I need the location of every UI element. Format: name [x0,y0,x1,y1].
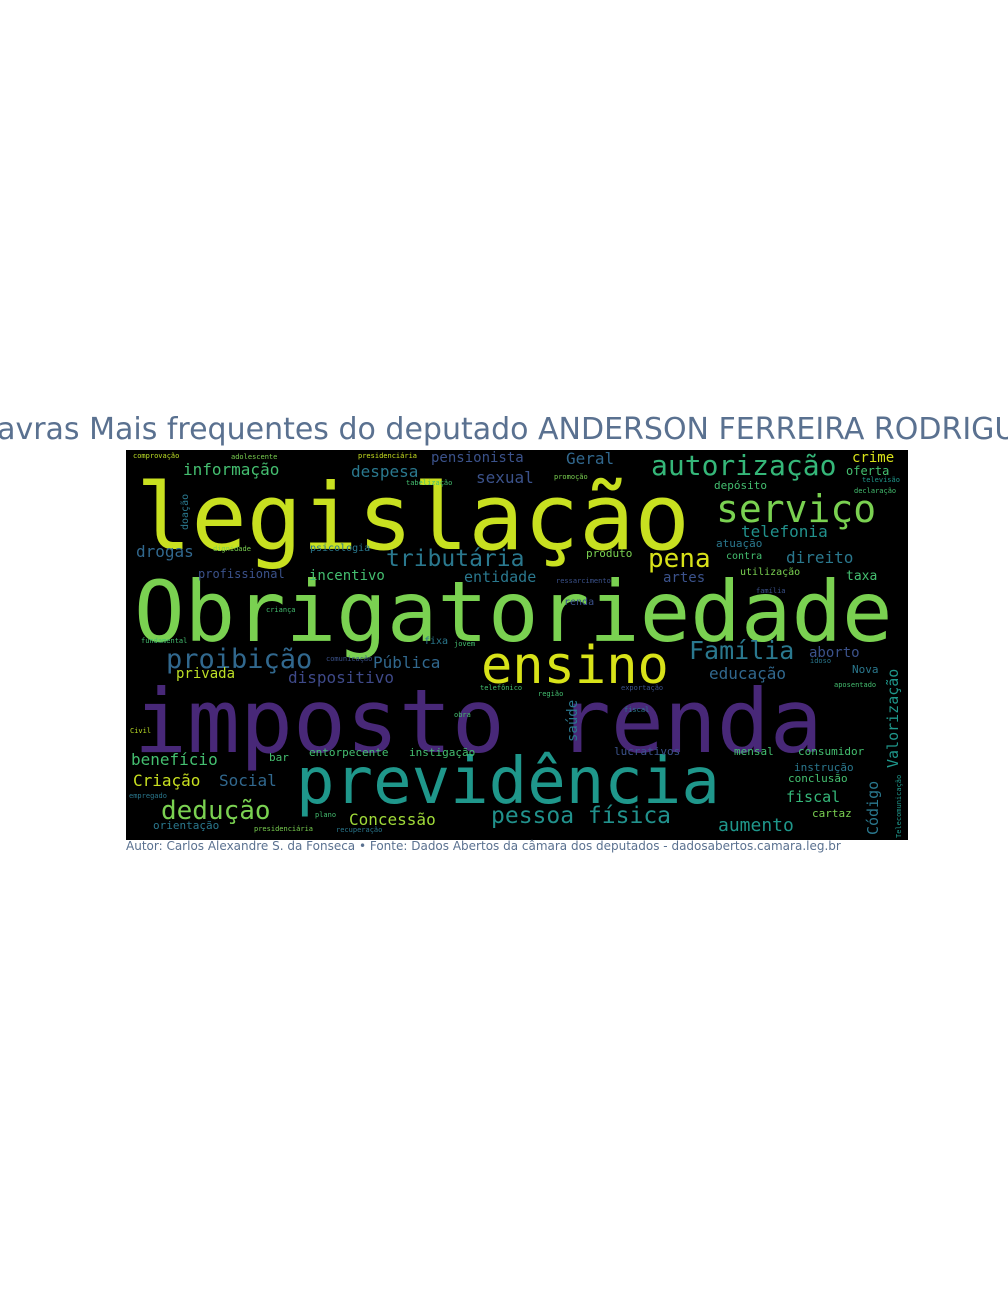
word-previdencia: previdência [296,745,720,819]
word-deposito: depósito [714,479,767,492]
word-drogas: drogas [136,542,194,561]
word-ensino: ensino [481,636,669,696]
word-bar: bar [269,751,289,764]
word-exportacao: exportação [621,684,664,692]
word-fiscal-small: fiscal [624,706,650,714]
word-presidenciaria: presidenciária [358,452,418,460]
word-nova: Nova [852,663,879,676]
word-doacao: doação [180,493,191,530]
word-imposto-renda: imposto renda [134,670,823,773]
word-pessoa-fisica: pessoa física [491,803,672,829]
word-proibicao: proibição [166,644,313,675]
word-telefonia: telefonia [741,522,828,541]
word-saude: saúde [565,699,581,742]
word-instrucao: instrução [794,761,854,774]
word-comunicacao: comunicação [326,655,373,663]
word-promocao: promoção [554,473,588,481]
word-educacao: educação [709,664,787,683]
word-geral: Geral [566,450,615,468]
word-jovem: jovem [454,640,476,648]
word-regiao: região [538,690,564,698]
credit-caption: Autor: Carlos Alexandre S. da Fonseca • … [126,839,841,853]
word-empregado: empregado [129,792,167,800]
word-instigacao: instigação [409,746,476,759]
word-fiscal: fiscal [786,788,841,806]
word-produto: produto [586,547,633,560]
word-cartaz: cartaz [812,807,852,820]
word-telecomunicacao: Telecomunicação [895,774,903,838]
word-profissional: profissional [198,567,285,581]
word-recuperacao: recuperação [336,826,383,834]
word-dignidade: dignidade [213,545,251,553]
word-adolescente: adolescente [231,453,278,461]
word-aumento: aumento [718,815,794,836]
word-pensionista: pensionista [431,450,524,466]
word-servico: serviço [716,487,877,531]
word-crianca: criança [266,606,296,614]
word-presidenciaria-2: presidenciária [254,825,314,833]
word-comprovacao: comprovação [133,452,180,460]
word-renda-small: renda [564,597,595,608]
word-deducao: dedução [161,796,271,826]
word-crime: crime [852,450,895,466]
word-tabelizacao: tabelização [406,479,453,487]
word-familia-small: família [756,587,786,595]
word-telefonico: telefônico [480,684,523,692]
word-oferta: oferta [846,464,890,478]
word-concessao: Concessão [349,810,436,829]
word-direito: direito [786,548,854,567]
word-informacao: informação [183,460,280,479]
word-civil: Civil [130,727,152,735]
word-legislacao: legislação [136,464,690,571]
word-privada: privada [176,666,236,682]
word-orientacao: orientação [153,819,220,832]
word-plano: plano [315,811,337,819]
word-criacao: Criação [133,771,201,790]
word-taxa: taxa [846,569,878,584]
word-sexual: sexual [476,468,534,487]
word-conclusao: conclusão [788,772,848,785]
word-entidade: entidade [464,568,537,586]
word-valorizacao: Valorização [884,668,902,768]
word-contra: contra [726,551,763,562]
word-aposentado: aposentado [834,681,877,689]
word-utilizacao: utilização [740,567,801,578]
word-mensal: mensal [734,745,774,758]
word-familia: Família [689,636,795,665]
word-cloud: legislação Obrigatoriedade imposto renda… [126,450,908,840]
word-consumidor: consumidor [798,745,865,758]
word-codigo: Código [864,780,882,835]
word-incentivo: incentivo [309,568,385,584]
word-pena: pena [648,544,711,574]
chart-title: Palavras Mais frequentes do deputado AND… [0,412,1008,447]
word-obra: obra [454,711,471,719]
word-ressarcimento: ressarcimento [556,577,611,585]
word-lucrativos: lucrativos [614,745,681,758]
word-despesa: despesa [351,462,419,481]
word-dispositivo: dispositivo [288,668,394,687]
word-fundamental: fundamental [141,637,188,645]
word-atuacao: atuação [716,537,763,550]
word-fixa: fixa [424,636,449,647]
word-declaracao: declaração [854,487,897,495]
word-publica: Pública [373,653,441,672]
word-idoso: idoso [810,657,832,665]
word-tributaria: tributária [386,546,525,572]
word-beneficio: benefício [131,750,218,769]
word-entorpecente: entorpecente [309,746,389,759]
word-autorizacao: autorização [651,450,837,482]
word-artes: artes [663,570,706,586]
word-televisao: televisão [862,476,900,484]
word-psicologia: psicologia [310,543,371,554]
word-aborto: aborto [809,645,860,661]
word-obrigatoriedade: Obrigatoriedade [134,563,893,661]
word-social: Social [219,771,277,790]
